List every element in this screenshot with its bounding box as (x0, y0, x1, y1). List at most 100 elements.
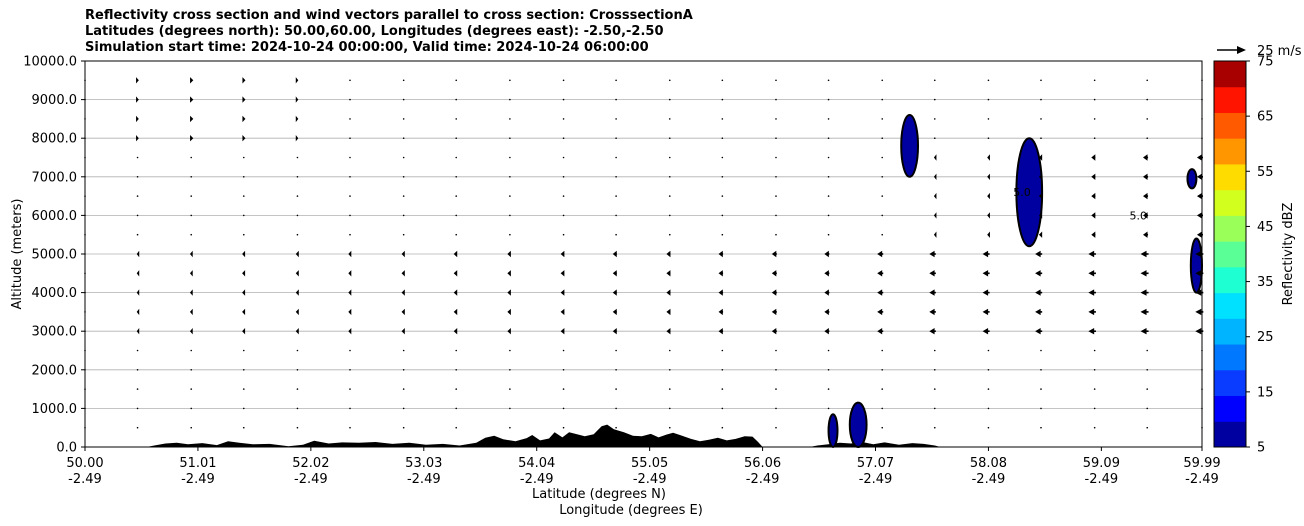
wind-vector-head (401, 308, 405, 316)
wind-vector (827, 349, 830, 352)
wind-vector (668, 233, 671, 236)
wind-vector (1146, 349, 1149, 352)
quiver-key-label: 25 m/s (1257, 44, 1302, 59)
wind-vector (775, 118, 777, 120)
wind-vector (615, 118, 617, 120)
wind-vector-head (136, 289, 140, 296)
wind-vector (242, 156, 245, 159)
wind-vector (402, 118, 405, 120)
wind-vector (349, 426, 351, 429)
colorbar-bin (1214, 318, 1246, 345)
wind-vector-head (1196, 192, 1202, 200)
colorbar: 5 15 25 35 45 55 65 75 (1213, 55, 1274, 456)
x-axis-label-secondary: Longitude (degrees E) (559, 503, 703, 518)
wind-vector-head (190, 115, 194, 123)
x-tick-label-lat: 56.06 (744, 456, 781, 471)
wind-vector-head (242, 77, 246, 84)
wind-vector-head (242, 115, 246, 123)
wind-vector (455, 195, 458, 197)
wind-vector (190, 214, 193, 217)
x-tick-label-lon: -2.49 (859, 472, 893, 487)
x-tick-label-lon: -2.49 (1085, 472, 1119, 487)
wind-vector (190, 176, 193, 178)
wind-vector (349, 156, 351, 159)
wind-vector-head (295, 328, 299, 335)
wind-vector (721, 176, 724, 178)
wind-vector (1146, 79, 1149, 82)
colorbar-bin (1214, 86, 1246, 113)
wind-vector-head (771, 328, 777, 335)
wind-vector (881, 79, 884, 82)
wind-vector (296, 214, 299, 217)
wind-vector-head (877, 289, 883, 296)
wind-vector-head (933, 154, 937, 161)
reflectivity-contours: 5.0 5.0 (827, 114, 1204, 449)
wind-vector-head (295, 270, 299, 277)
wind-vector-head (242, 135, 246, 142)
wind-vector-head (1196, 231, 1202, 238)
wind-vector (827, 118, 830, 120)
wind-vector (615, 98, 617, 101)
y-tick-label: 10000.0 (23, 55, 77, 70)
wind-vector-head (824, 270, 829, 277)
wind-vector (296, 195, 299, 197)
wind-vector-head (190, 96, 194, 103)
wind-vector (402, 176, 405, 178)
wind-vector (190, 195, 193, 197)
terrain-profile (85, 424, 1202, 447)
reflectivity-cell (900, 114, 919, 178)
wind-vector (933, 388, 936, 390)
wind-vector-head (824, 308, 829, 316)
wind-vector-head (295, 250, 299, 258)
wind-vector-head (401, 289, 405, 296)
wind-vector (668, 426, 671, 429)
wind-vector-head (136, 135, 139, 142)
x-tick-label-lon: -2.49 (1185, 472, 1219, 487)
colorbar-bin (1214, 61, 1246, 88)
wind-vector-head (1140, 270, 1147, 277)
x-tick-label-lat: 54.04 (518, 456, 555, 471)
wind-vector (562, 137, 565, 139)
x-tick-label-lat: 53.03 (405, 456, 442, 471)
wind-vector (881, 98, 884, 101)
wind-vector-head (982, 289, 989, 296)
wind-vector-head (1091, 212, 1096, 219)
y-tick-label: 2000.0 (32, 363, 78, 378)
wind-vector (933, 349, 936, 352)
wind-vector-head (824, 328, 829, 335)
x-tick-label-lon: -2.49 (407, 472, 441, 487)
wind-vector (402, 426, 405, 429)
wind-vector (1146, 118, 1149, 120)
wind-vector-head (507, 250, 511, 258)
wind-vector-head (189, 270, 193, 277)
wind-vector (136, 156, 139, 159)
wind-vector-head (560, 250, 565, 258)
x-tick-label-lat: 51.01 (179, 456, 216, 471)
wind-vector (349, 369, 351, 371)
wind-vector-head (666, 308, 671, 316)
wind-vector (349, 407, 351, 410)
wind-vector (402, 214, 405, 217)
wind-vector (509, 137, 511, 139)
wind-vector-head (982, 270, 989, 277)
wind-vector-head (1091, 231, 1096, 238)
wind-vector (509, 214, 511, 217)
wind-vector (296, 426, 299, 429)
wind-vector (562, 79, 565, 82)
wind-vector-head (987, 154, 990, 161)
wind-vector (827, 426, 830, 429)
wind-vector-head (348, 250, 352, 258)
wind-vector-head (1195, 308, 1202, 316)
chart-title-line-2: Latitudes (degrees north): 50.00,60.00, … (85, 24, 664, 39)
wind-vector (775, 137, 777, 139)
wind-vector (402, 349, 405, 352)
wind-vector-head (1140, 250, 1147, 258)
wind-vector (455, 349, 458, 352)
wind-vector-head (190, 77, 194, 84)
y-tick-label: 9000.0 (32, 93, 78, 108)
wind-vector (509, 369, 511, 371)
wind-vector (668, 118, 671, 120)
wind-vector-head (242, 250, 246, 258)
x-tick-label-lat: 59.99 (1183, 456, 1220, 471)
